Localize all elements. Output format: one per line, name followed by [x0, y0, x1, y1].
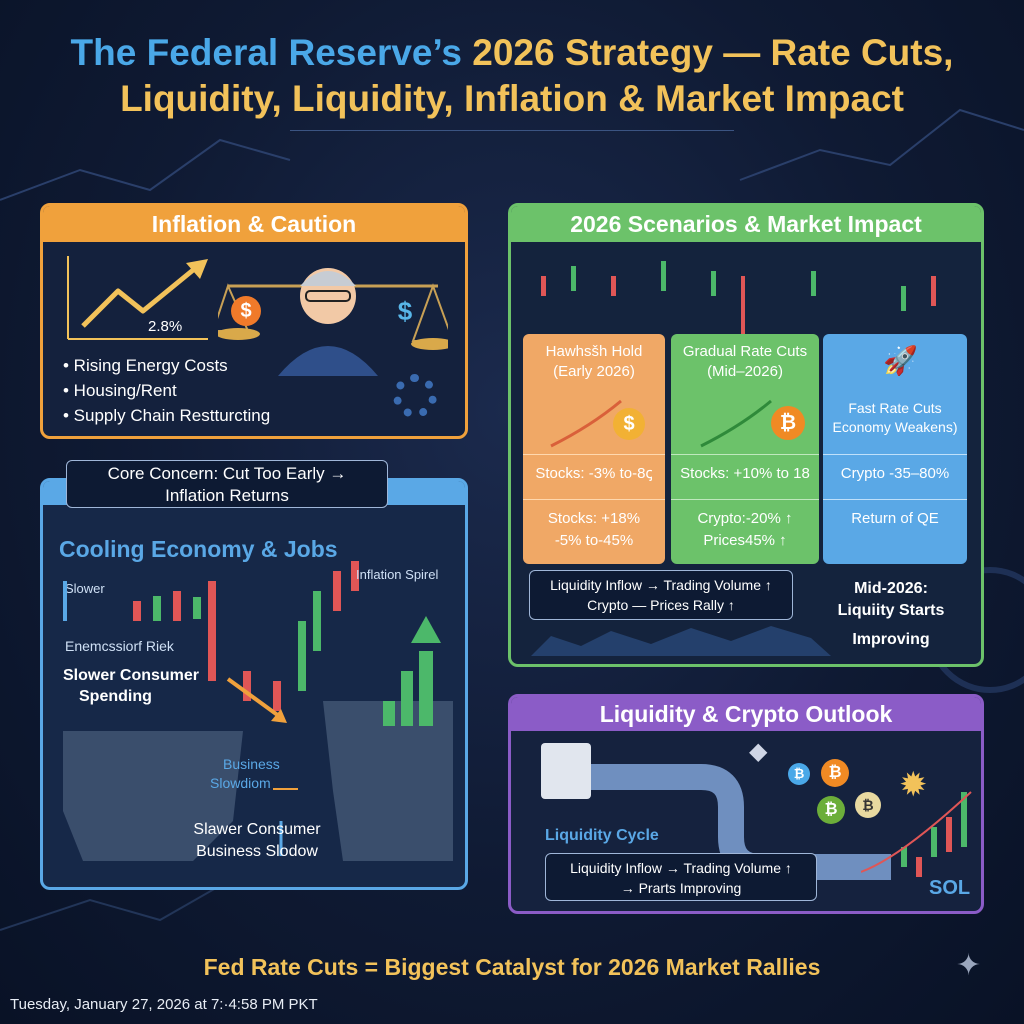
bank-icon: [541, 743, 591, 799]
title-part1: The Federal Reserve’s: [70, 32, 473, 73]
bitcoin-icon: ₿: [788, 763, 810, 785]
scenario-row2b: Prices45% ↑: [703, 532, 787, 549]
mid-2026-line2: Liquiity Starts: [837, 602, 945, 619]
liquidity-outlook-line2: → Prarts Improving: [620, 880, 742, 896]
page-title-line2: Liquidity, Liquidity, Inflation & Market…: [120, 78, 904, 119]
outlook-panel: Liquidity & Crypto Outlook ◆ ₿ ₿ ₿ ₿ ✹ L…: [508, 694, 984, 914]
slower-label: Slower: [65, 581, 105, 596]
candlesticks: [133, 561, 359, 711]
cell-divider: [823, 499, 967, 500]
scenario-title-line2: (Mid–2026): [707, 363, 783, 380]
scenario-column-gradual: Gradual Rate Cuts (Mid–2026) ₿ Stocks: +…: [671, 334, 819, 564]
rocket-icon: 🚀: [883, 345, 918, 376]
inflation-panel: Inflation & Caution 2.8% $ $ • Rising En…: [40, 203, 468, 439]
scenarios-panel: 2026 Scenarios & Market Impact Hawhsšh H…: [508, 203, 984, 667]
bottom-summary-line2: Business Slodow: [196, 843, 318, 860]
timestamp: Tuesday, January 27, 2026 at 7:·4:58 PM …: [10, 996, 318, 1013]
liquidity-inflow-box: Liquidity Inflow → Trading Volume ↑ Cryp…: [529, 570, 793, 620]
scenario-row2a: Stocks: +18%: [547, 510, 641, 527]
inflation-spiral-label: Inflation Spirel: [356, 567, 439, 582]
bitcoin-icon: ₿: [821, 759, 849, 787]
inflation-panel-title: Inflation & Caution: [43, 206, 465, 242]
dollar-icon: $: [231, 296, 261, 326]
sparkle-icon: ✹: [899, 766, 928, 804]
liquidity-inflow-line1: Liquidity Inflow → Trading Volume ↑: [550, 577, 772, 593]
inflation-bullet: • Rising Energy Costs: [63, 356, 228, 375]
mid-2026-line1: Mid-2026:: [854, 580, 928, 597]
cell-divider: [671, 454, 819, 455]
inflation-bullet-list: • Rising Energy Costs • Housing/Rent • S…: [63, 353, 270, 428]
scale-illustration: [218, 268, 448, 376]
scenario-column-fast: 🚀 Fast Rate Cuts Economy Weakens) Crypto…: [823, 334, 967, 564]
liquidity-cycle-label: Liquidity Cycle: [545, 827, 659, 844]
scenario-row1: Stocks: +10% to 18: [680, 465, 810, 482]
cliff-candlestick-illustration: [63, 561, 453, 861]
liquidity-inflow-line2: Crypto — Prices Rally ↑: [587, 597, 735, 613]
scenario-row1: Stocks: -3% to-8ꞔ: [535, 465, 653, 482]
business-slowdown-line2: Slowdiom: [210, 775, 271, 791]
bottom-summary-line1: Slawer Consumer: [193, 821, 321, 838]
ethereum-icon: ◆: [749, 738, 768, 765]
scenario-title-line1: Fast Rate Cuts: [848, 400, 942, 416]
inflation-bullet: • Supply Chain Restturcting: [63, 406, 271, 425]
outlook-panel-title: Liquidity & Crypto Outlook: [511, 697, 981, 731]
inflation-rate-label: 2.8%: [148, 318, 183, 335]
recession-risk-label: Enemcssiorf Riek: [65, 638, 174, 654]
inflation-trend-chart: [67, 256, 208, 340]
mid-2026-line3: Improving: [852, 631, 930, 648]
outlook-rising-chart: [861, 791, 972, 877]
scenario-row2a: Crypto:-20% ↑: [697, 510, 793, 527]
mid-2026-note: Mid-2026: Liquiity Starts: [811, 578, 971, 622]
core-concern-line1: Core Concern: Cut Too Early →: [107, 464, 347, 483]
bitcoin-icon: ₿: [817, 796, 845, 824]
core-concern-line2: Inflation Returns: [165, 486, 289, 505]
gear-icon: [393, 374, 437, 418]
scenario-row2b: -5% to-45%: [554, 532, 634, 549]
cell-divider: [523, 499, 665, 500]
bitcoin-icon: ₿: [855, 792, 881, 818]
scenario-title-line1: Hawhsšh Hold: [545, 343, 643, 360]
consumer-spending-line1: Slower Consumer: [63, 667, 200, 684]
cell-divider: [523, 454, 665, 455]
scenario-row2: Return of QE: [851, 510, 939, 527]
scenario-arrows: [550, 399, 772, 448]
core-concern-box: Core Concern: Cut Too Early → Inflation …: [66, 460, 388, 508]
scenario-title-line1: Gradual Rate Cuts: [682, 343, 808, 360]
cell-divider: [671, 499, 819, 500]
scenarios-background-candles: [541, 261, 936, 336]
cooling-panel: Cooling Economy & Jobs Slower Enemcssior…: [40, 478, 468, 890]
scenario-row1: Crypto -35–80%: [840, 465, 950, 482]
cell-divider: [823, 454, 967, 455]
page-title: The Federal Reserve’s 2026 Strategy — Ra…: [0, 30, 1024, 76]
scenario-title-line2: Economy Weakens): [832, 419, 958, 435]
title-part2: 2026 Strategy — Rate Cuts,: [472, 32, 954, 73]
scenario-column-hawkish: Hawhsšh Hold (Early 2026) $ Stocks: -3% …: [523, 334, 665, 564]
liquidity-outlook-box: Liquidity Inflow → Trading Volume ↑ → Pr…: [545, 853, 817, 901]
volume-area-chart: [531, 626, 831, 656]
scenarios-panel-title: 2026 Scenarios & Market Impact: [511, 206, 981, 242]
footer-tagline: Fed Rate Cuts = Biggest Catalyst for 202…: [203, 954, 821, 980]
consumer-spending-line2: Spending: [79, 688, 152, 705]
bitcoin-icon: ₿: [771, 406, 805, 440]
title-divider: [290, 130, 734, 131]
inflation-bullet: • Housing/Rent: [63, 381, 177, 400]
sparkle-icon: ✦: [956, 949, 982, 982]
cooling-panel-title: Cooling Economy & Jobs: [59, 536, 338, 562]
down-arrow-icon: [63, 581, 67, 621]
scenario-title-line2: (Early 2026): [553, 363, 635, 380]
dollar-icon: $: [397, 296, 413, 326]
dollar-icon: $: [613, 408, 645, 440]
sol-label: SOL: [929, 877, 971, 899]
business-slowdown-line1: Business: [223, 756, 280, 772]
liquidity-outlook-line1: Liquidity Inflow → Trading Volume ↑: [570, 860, 792, 876]
